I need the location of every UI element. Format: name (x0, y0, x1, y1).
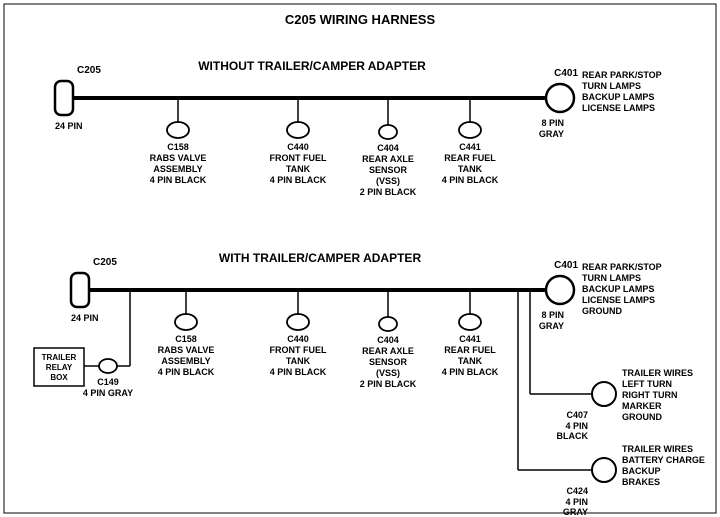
svg-text:4 PIN BLACK: 4 PIN BLACK (270, 175, 327, 185)
svg-text:SENSOR: SENSOR (369, 165, 408, 175)
svg-text:C205: C205 (93, 257, 117, 268)
svg-text:C401: C401 (554, 68, 578, 79)
wiring-diagram: C205 WIRING HARNESS WITHOUT TRAILER/CAMPE… (0, 0, 720, 517)
svg-text:C205: C205 (77, 65, 101, 76)
svg-text:ASSEMBLY: ASSEMBLY (161, 356, 210, 366)
svg-text:4 PIN GRAY: 4 PIN GRAY (83, 388, 133, 398)
svg-text:GROUND: GROUND (622, 412, 662, 422)
svg-text:C401: C401 (554, 260, 578, 271)
svg-text:RABS VALVE: RABS VALVE (158, 345, 215, 355)
svg-text:4 PIN BLACK: 4 PIN BLACK (270, 367, 327, 377)
svg-text:C404: C404 (377, 143, 399, 153)
svg-text:4 PIN: 4 PIN (565, 497, 588, 507)
svg-text:4 PIN BLACK: 4 PIN BLACK (150, 175, 207, 185)
svg-text:8 PIN: 8 PIN (541, 118, 564, 128)
svg-text:GROUND: GROUND (582, 306, 622, 316)
svg-text:4 PIN BLACK: 4 PIN BLACK (442, 367, 499, 377)
svg-text:(VSS): (VSS) (376, 176, 400, 186)
svg-text:BATTERY CHARGE: BATTERY CHARGE (622, 455, 705, 465)
svg-text:WITH TRAILER/CAMPER ADAPTER: WITH TRAILER/CAMPER ADAPTER (219, 251, 422, 265)
svg-text:TANK: TANK (458, 164, 483, 174)
svg-text:REAR PARK/STOP: REAR PARK/STOP (582, 70, 662, 80)
svg-text:BOX: BOX (50, 373, 68, 382)
svg-text:C158: C158 (175, 334, 197, 344)
svg-text:WITHOUT TRAILER/CAMPER ADAPT: WITHOUT TRAILER/CAMPER ADAPTER (198, 59, 426, 73)
svg-text:4 PIN BLACK: 4 PIN BLACK (442, 175, 499, 185)
svg-text:LICENSE LAMPS: LICENSE LAMPS (582, 103, 655, 113)
svg-text:FRONT FUEL: FRONT FUEL (270, 345, 327, 355)
svg-text:C149: C149 (97, 377, 119, 387)
svg-text:TRAILER: TRAILER (42, 353, 77, 362)
svg-text:REAR AXLE: REAR AXLE (362, 154, 414, 164)
svg-text:TANK: TANK (286, 164, 311, 174)
svg-text:C407: C407 (566, 410, 588, 420)
svg-text:RABS VALVE: RABS VALVE (150, 153, 207, 163)
svg-text:SENSOR: SENSOR (369, 357, 408, 367)
svg-text:BACKUP LAMPS: BACKUP LAMPS (582, 284, 654, 294)
svg-text:24 PIN: 24 PIN (71, 313, 99, 323)
svg-text:C441: C441 (459, 142, 481, 152)
svg-text:REAR FUEL: REAR FUEL (444, 345, 496, 355)
svg-text:TANK: TANK (458, 356, 483, 366)
svg-text:TURN LAMPS: TURN LAMPS (582, 81, 641, 91)
svg-text:ASSEMBLY: ASSEMBLY (153, 164, 202, 174)
svg-text:TRAILER WIRES: TRAILER WIRES (622, 444, 693, 454)
svg-text:LEFT TURN: LEFT TURN (622, 379, 672, 389)
svg-text:FRONT FUEL: FRONT FUEL (270, 153, 327, 163)
svg-text:4 PIN: 4 PIN (565, 421, 588, 431)
svg-text:(VSS): (VSS) (376, 368, 400, 378)
svg-text:C404: C404 (377, 335, 399, 345)
svg-text:TANK: TANK (286, 356, 311, 366)
svg-text:8 PIN: 8 PIN (541, 310, 564, 320)
svg-text:RELAY: RELAY (46, 363, 73, 372)
svg-text:GRAY: GRAY (563, 507, 588, 517)
svg-text:24 PIN: 24 PIN (55, 121, 83, 131)
svg-text:GRAY: GRAY (539, 129, 564, 139)
svg-text:TRAILER WIRES: TRAILER WIRES (622, 368, 693, 378)
svg-text:C158: C158 (167, 142, 189, 152)
svg-text:TURN LAMPS: TURN LAMPS (582, 273, 641, 283)
svg-text:BLACK: BLACK (557, 431, 589, 441)
svg-text:BACKUP LAMPS: BACKUP LAMPS (582, 92, 654, 102)
svg-text:2 PIN BLACK: 2 PIN BLACK (360, 379, 417, 389)
svg-text:C440: C440 (287, 334, 309, 344)
svg-text:C424: C424 (566, 486, 588, 496)
svg-text:GRAY: GRAY (539, 321, 564, 331)
svg-text:RIGHT TURN: RIGHT TURN (622, 390, 678, 400)
svg-text:2 PIN BLACK: 2 PIN BLACK (360, 187, 417, 197)
svg-text:REAR AXLE: REAR AXLE (362, 346, 414, 356)
svg-text:LICENSE LAMPS: LICENSE LAMPS (582, 295, 655, 305)
svg-text:BACKUP: BACKUP (622, 466, 661, 476)
svg-text:C205 WIRING HARNESS: C205 WIRING HARNESS (285, 12, 436, 27)
svg-text:C441: C441 (459, 334, 481, 344)
svg-text:MARKER: MARKER (622, 401, 662, 411)
svg-text:REAR PARK/STOP: REAR PARK/STOP (582, 262, 662, 272)
svg-text:C440: C440 (287, 142, 309, 152)
svg-text:REAR FUEL: REAR FUEL (444, 153, 496, 163)
svg-text:BRAKES: BRAKES (622, 477, 660, 487)
svg-text:4 PIN BLACK: 4 PIN BLACK (158, 367, 215, 377)
